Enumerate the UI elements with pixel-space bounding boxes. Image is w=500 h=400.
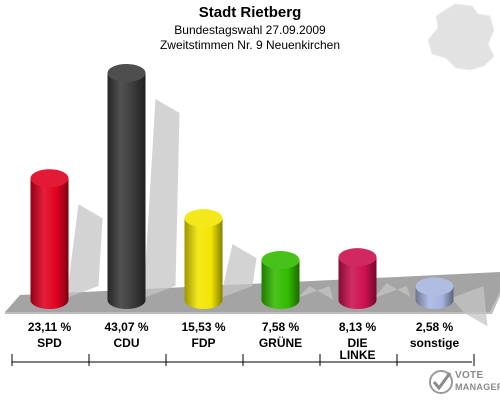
bars xyxy=(30,64,454,309)
chart-title: Stadt Rietberg xyxy=(198,4,302,21)
bar-shadow-cdu xyxy=(143,99,180,298)
vote-check-icon xyxy=(429,370,453,394)
value-label-sonstige: 2,58 % xyxy=(416,320,454,334)
category-label-sonstige: sonstige xyxy=(410,336,460,350)
value-label-gr-ne: 7,58 % xyxy=(262,320,300,334)
value-labels: 23,11 % 43,07 % 15,53 % 7,58 % 8,13 % 2,58 % xyxy=(28,320,454,334)
bar-shadow-die-linke xyxy=(374,283,411,298)
bar-spd xyxy=(30,169,69,309)
bar-fdp xyxy=(184,209,223,309)
value-label-fdp: 15,53 % xyxy=(181,320,225,334)
bar-shadows xyxy=(66,99,488,327)
category-label-die-linke: DIE LINKE xyxy=(340,336,376,362)
bar-shadow-gr-ne xyxy=(297,286,334,301)
logo-text-vote: VOTE xyxy=(455,370,484,381)
value-label-spd: 23,11 % xyxy=(28,320,72,334)
category-label-fdp: FDP xyxy=(192,336,216,350)
category-label-cdu: CDU xyxy=(114,336,140,350)
category-label-spd: SPD xyxy=(37,336,62,350)
bar-gr-ne xyxy=(261,251,300,309)
germany-map-icon xyxy=(427,3,495,71)
chart-subtitle-election: Bundestagswahl 27.09.2009 xyxy=(174,23,326,37)
bar-cdu xyxy=(107,64,146,309)
bar-die-linke xyxy=(338,248,377,309)
bar-shadow-spd xyxy=(66,204,103,298)
vote-manager-logo: VOTE MANAGER xyxy=(428,368,500,398)
bar-shadow-sonstige xyxy=(451,286,488,327)
category-labels: SPD CDU FDP GRÜNE DIE LINKE sonstige xyxy=(37,335,459,362)
category-ticks xyxy=(11,354,475,366)
chart-subtitle-district: Zweitstimmen Nr. 9 Neuenkirchen xyxy=(159,38,341,52)
bar-shadow-fdp xyxy=(220,244,257,298)
value-label-die-linke: 8,13 % xyxy=(339,320,377,334)
bar-sonstige xyxy=(415,277,454,309)
category-label-gr-ne: GRÜNE xyxy=(259,335,302,350)
value-label-cdu: 43,07 % xyxy=(104,320,148,334)
logo-text-manager: MANAGER xyxy=(455,382,500,392)
